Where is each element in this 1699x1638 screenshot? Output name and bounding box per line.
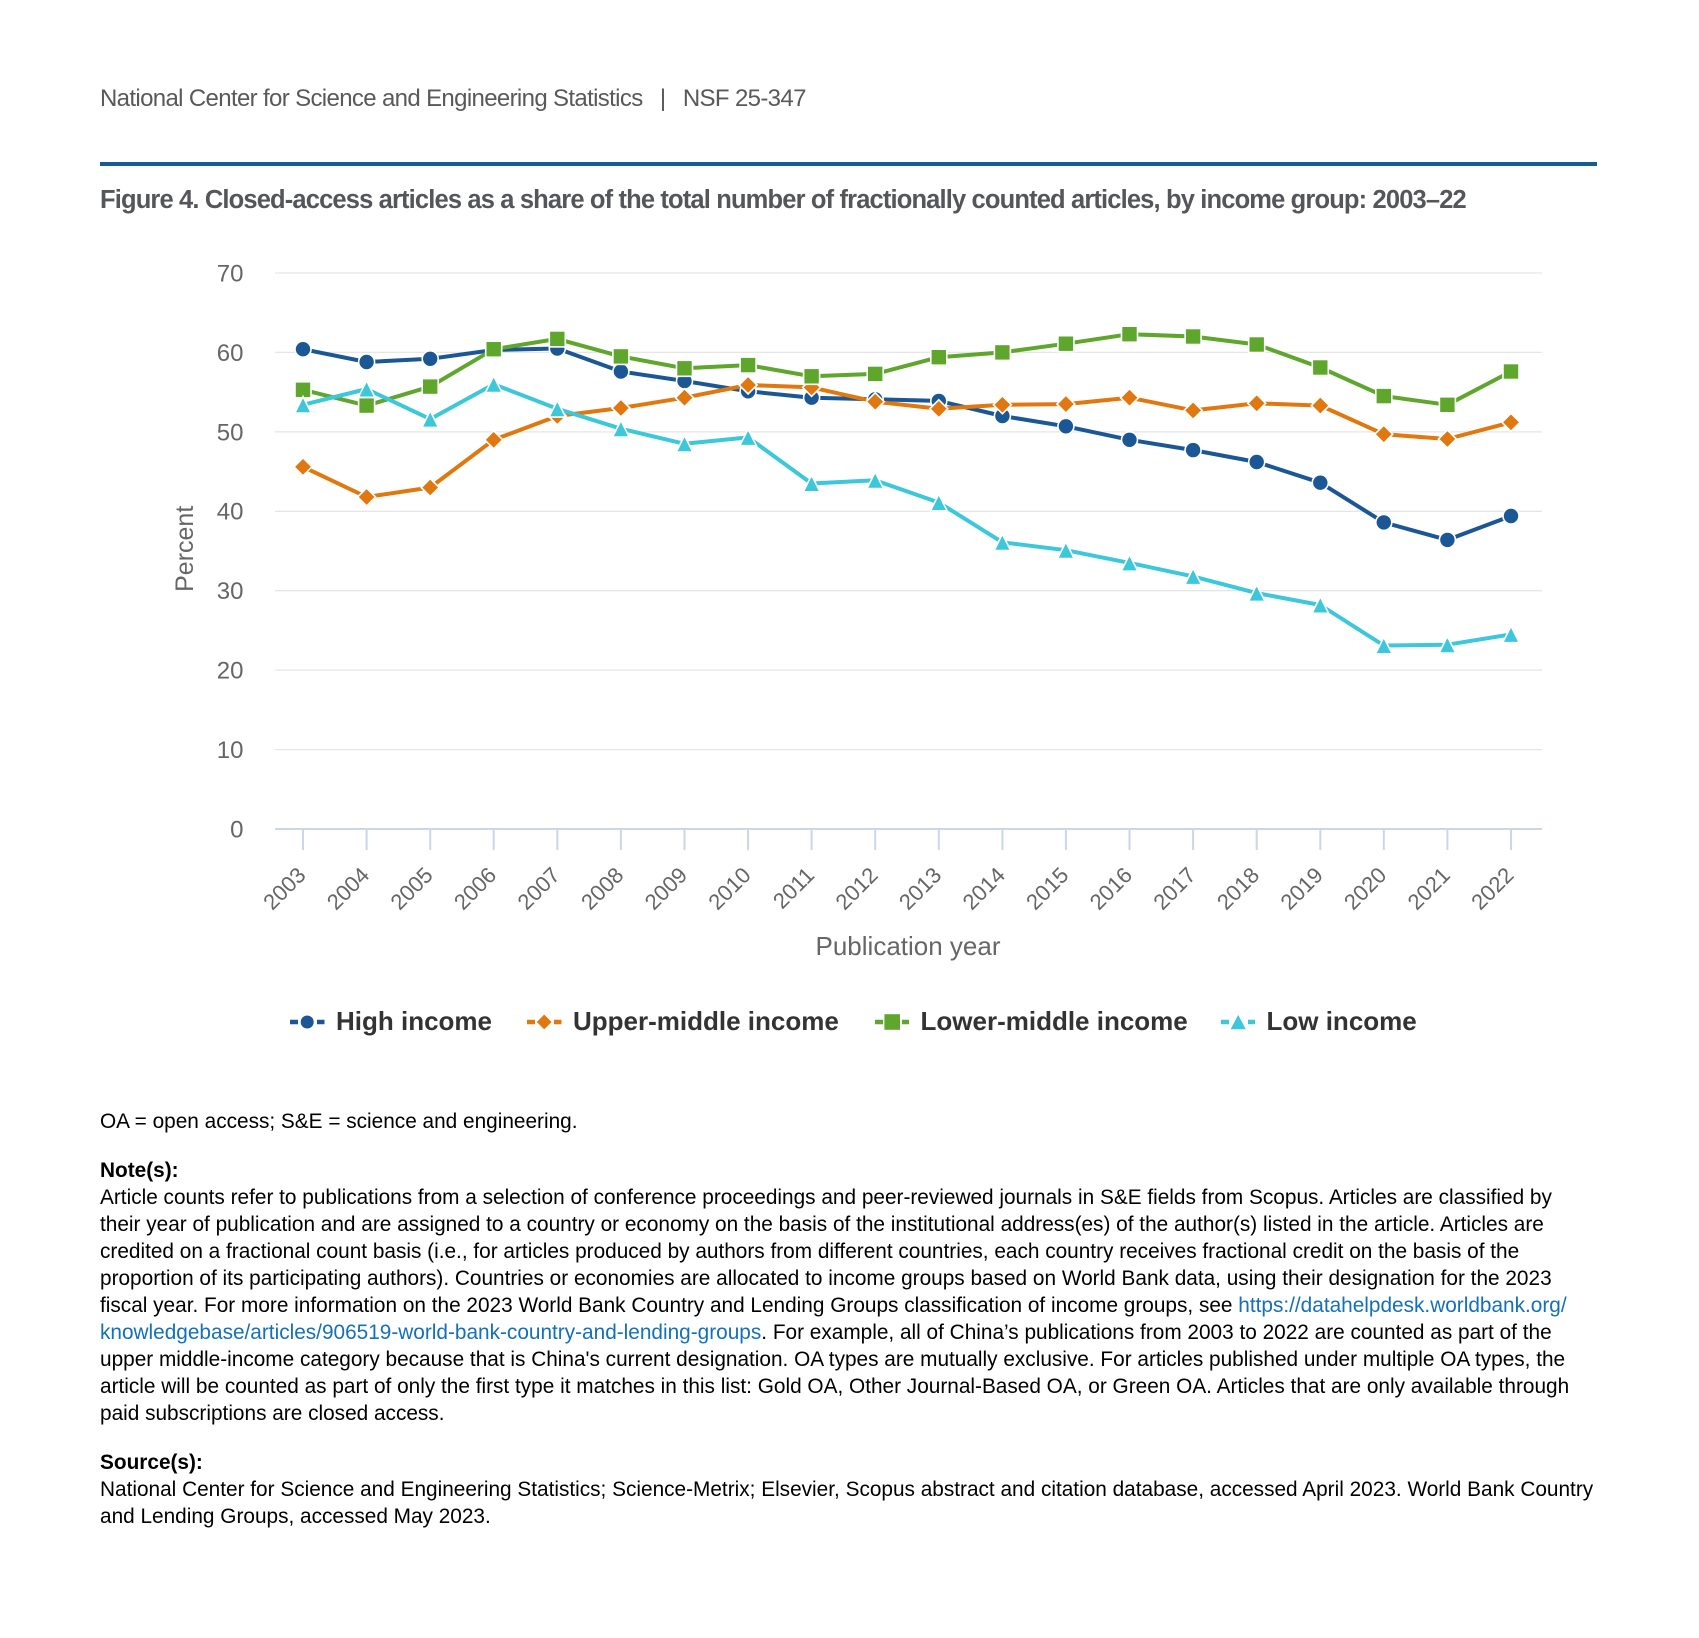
svg-text:2004: 2004 [322,862,374,914]
svg-text:2015: 2015 [1021,862,1073,914]
svg-text:40: 40 [217,499,244,526]
svg-text:2003: 2003 [258,862,310,914]
svg-text:2020: 2020 [1339,862,1391,914]
svg-text:70: 70 [217,260,244,287]
svg-text:0: 0 [230,816,243,843]
svg-text:2011: 2011 [768,862,819,913]
svg-text:2021: 2021 [1403,862,1455,914]
svg-text:2005: 2005 [385,862,437,914]
svg-text:2019: 2019 [1276,862,1328,914]
svg-text:2007: 2007 [513,862,565,914]
svg-text:2006: 2006 [449,862,501,914]
svg-text:2022: 2022 [1466,862,1518,914]
svg-text:Percent: Percent [171,506,199,592]
svg-text:60: 60 [217,340,244,367]
svg-text:2018: 2018 [1212,862,1264,914]
svg-text:50: 50 [217,419,244,446]
svg-text:2013: 2013 [894,862,946,914]
svg-text:2014: 2014 [958,862,1010,914]
svg-text:2008: 2008 [576,862,628,914]
svg-text:2017: 2017 [1148,862,1200,914]
svg-text:Publication year: Publication year [816,931,1001,961]
svg-text:20: 20 [217,658,244,685]
svg-text:2009: 2009 [640,862,692,914]
svg-text:2010: 2010 [703,862,755,914]
svg-text:10: 10 [217,737,244,764]
svg-text:30: 30 [217,578,244,605]
svg-text:2012: 2012 [830,862,882,914]
svg-text:2016: 2016 [1085,862,1137,914]
